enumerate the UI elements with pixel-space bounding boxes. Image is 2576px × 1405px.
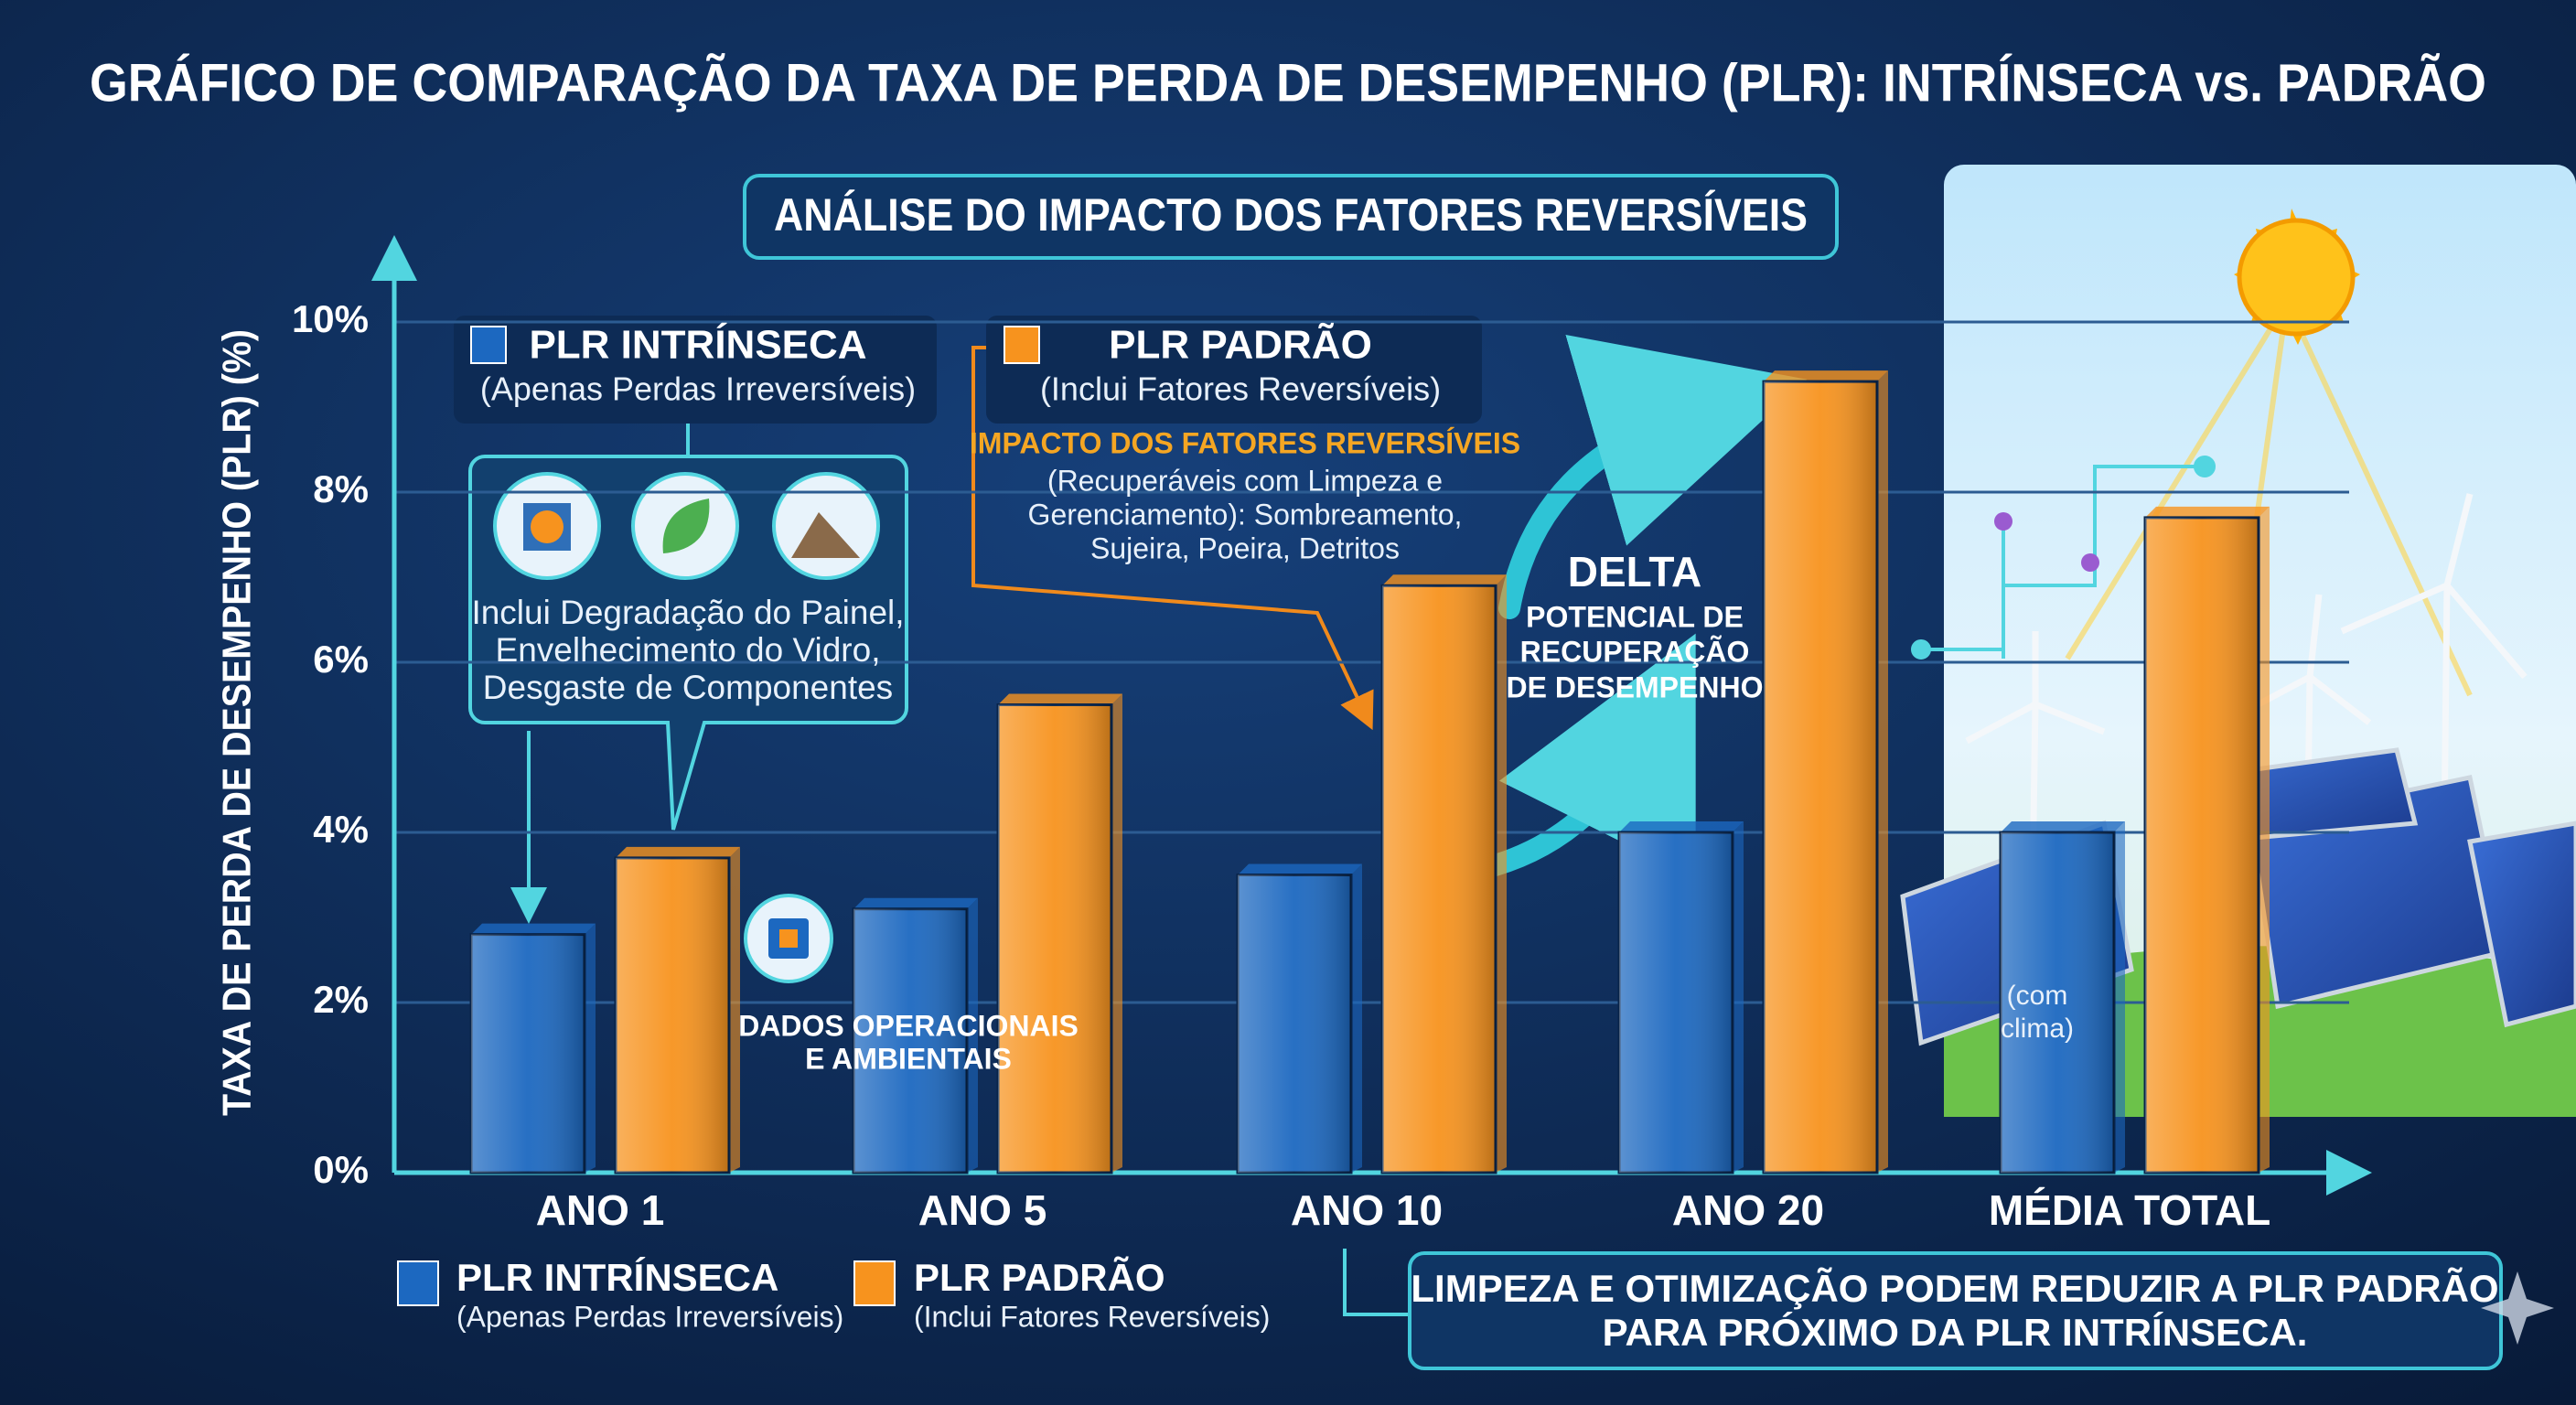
- legend-swatch: [397, 1260, 439, 1306]
- bar-shine: [1764, 381, 1877, 1174]
- delta-note: POTENCIAL DE: [1526, 600, 1744, 633]
- reversible-note: Gerenciamento): Sombreamento,: [1028, 498, 1463, 531]
- bar-shine: [471, 934, 585, 1173]
- bar-top: [616, 846, 740, 858]
- legend-swatch: [1004, 326, 1040, 364]
- bar-side: [1351, 863, 1362, 1173]
- bar-top: [1382, 574, 1507, 586]
- legend-label: PLR PADRÃO: [914, 1256, 1165, 1299]
- reversible-note: (Recuperáveis com Limpeza e: [1047, 464, 1443, 497]
- bar-top: [2001, 821, 2125, 832]
- legend-note: (Apenas Perdas Irreversíveis): [456, 1300, 843, 1333]
- bar-side: [1877, 370, 1888, 1174]
- bar-top: [1619, 821, 1744, 832]
- x-tick-label: ANO 5: [918, 1186, 1047, 1234]
- intrinsic-callout: [468, 424, 908, 924]
- sparkle: [2481, 1271, 2554, 1345]
- subtitle-box: [743, 174, 1839, 260]
- legend-note: (Apenas Perdas Irreversíveis): [480, 370, 916, 408]
- bar-top: [1238, 863, 1362, 875]
- reversible-connector: [971, 346, 1374, 731]
- bar-side: [729, 846, 740, 1173]
- bar-side: [967, 897, 978, 1173]
- bar-top: [853, 897, 978, 909]
- legend-label: PLR PADRÃO: [1109, 322, 1372, 368]
- bar-top: [1764, 370, 1888, 382]
- bar-top: [998, 693, 1122, 705]
- delta-note: RECUPERAÇÃO: [1520, 635, 1750, 668]
- subtitle: ANÁLISE DO IMPACTO DOS FATORES REVERSÍVE…: [774, 189, 1808, 241]
- y-tick-label: 10%: [292, 297, 369, 340]
- intrinsic-note: Desgaste de Componentes: [483, 669, 893, 706]
- bar-shine: [1238, 874, 1351, 1173]
- bar-side: [2114, 821, 2125, 1173]
- intrinsic-note: Inclui Degradação do Painel,: [471, 594, 904, 631]
- bar-side: [585, 923, 596, 1173]
- data-note: E AMBIENTAIS: [805, 1042, 1012, 1075]
- legend-box: [454, 316, 937, 424]
- x-tick-label: ANO 1: [536, 1186, 665, 1234]
- bar-top: [2145, 506, 2270, 518]
- legend-swatch: [853, 1260, 896, 1306]
- legend-note: (Inclui Fatores Reversíveis): [914, 1300, 1270, 1333]
- conclusion-text: LIMPEZA E OTIMIZAÇÃO PODEM REDUZIR A PLR…: [1411, 1267, 2498, 1310]
- bar-side: [1111, 693, 1122, 1173]
- bar-shine: [2001, 832, 2114, 1173]
- bar-shine: [853, 908, 967, 1173]
- chart-title: GRÁFICO DE COMPARAÇÃO DA TAXA DE PERDA D…: [90, 53, 2486, 113]
- data-note: DADOS OPERACIONAIS: [738, 1009, 1079, 1042]
- intrinsic-note: Envelhecimento do Vidro,: [496, 631, 881, 669]
- legend-swatch: [470, 326, 507, 364]
- y-tick-label: 6%: [313, 638, 369, 681]
- y-tick-label: 8%: [313, 467, 369, 510]
- climate-note: clima): [2001, 1014, 2074, 1044]
- y-tick-label: 0%: [313, 1148, 369, 1191]
- bar-shine: [2145, 517, 2259, 1173]
- delta-note: DE DESEMPENHO: [1507, 670, 1764, 703]
- reversible-note: Sujeira, Poeira, Detritos: [1090, 531, 1400, 564]
- legend-box: [986, 316, 1482, 424]
- delta-title: DELTA: [1568, 548, 1702, 595]
- legend-note: (Inclui Fatores Reversíveis): [1040, 370, 1441, 408]
- x-tick-label: ANO 20: [1672, 1186, 1824, 1234]
- data-icon: [744, 894, 833, 983]
- bar-side: [1733, 821, 1744, 1173]
- legend-label: PLR INTRÍNSECA: [529, 322, 866, 368]
- climate-note: (com: [2007, 981, 2068, 1011]
- bar-shine: [616, 857, 729, 1173]
- bar-shine: [998, 704, 1111, 1173]
- bar-shine: [1619, 832, 1733, 1173]
- delta-arrows: [1471, 335, 1808, 880]
- x-tick-label: ANO 10: [1291, 1186, 1443, 1234]
- bar-side: [2259, 506, 2270, 1173]
- bar-top: [471, 923, 596, 935]
- y-tick-label: 4%: [313, 808, 369, 851]
- y-tick-label: 2%: [313, 978, 369, 1021]
- bar-shine: [1382, 585, 1496, 1173]
- conclusion-text: PARA PRÓXIMO DA PLR INTRÍNSECA.: [1603, 1310, 2308, 1354]
- legend-label: PLR INTRÍNSECA: [456, 1256, 778, 1299]
- bar-side: [1496, 574, 1507, 1173]
- reversible-title: IMPACTO DOS FATORES REVERSÍVEIS: [970, 426, 1520, 459]
- y-axis-title: TAXA DE PERDA DE DESEMPENHO (PLR) (%): [215, 329, 260, 1116]
- conclusion-connector: [1343, 1249, 1410, 1316]
- x-tick-label: MÉDIA TOTAL: [1989, 1186, 2270, 1234]
